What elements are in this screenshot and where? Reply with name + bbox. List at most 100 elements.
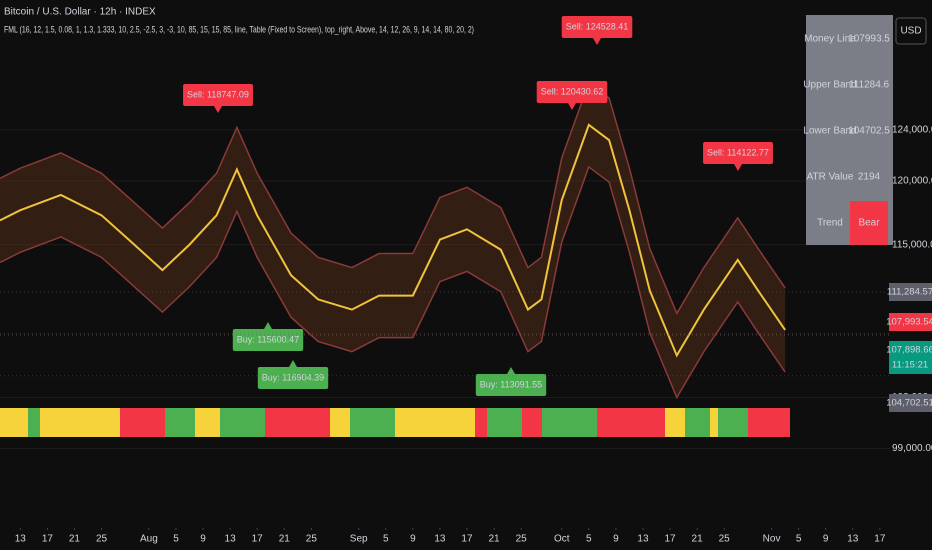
buy-signal-box	[232, 329, 304, 351]
x-tick-label: 13	[225, 534, 237, 545]
price-label-box	[889, 313, 932, 331]
currency-button[interactable]	[895, 17, 927, 45]
sell-signal-box	[703, 142, 773, 164]
price-label-box	[889, 341, 932, 374]
signal-label: Buy: 115600.47	[237, 334, 299, 344]
x-tick-label: 9	[200, 534, 206, 545]
countdown: 11:15:21	[892, 360, 928, 371]
table-cell: 107993.5	[848, 34, 890, 45]
x-tick-label: 9	[823, 534, 829, 545]
table-cell: ATR Value	[807, 172, 854, 183]
trend-strip-segment	[40, 408, 120, 437]
buy-signal-box	[475, 374, 547, 396]
trend-strip-segment	[597, 408, 665, 437]
trend-strip-segment	[220, 408, 265, 437]
x-tick-label: 5	[586, 534, 592, 545]
signal-pointer	[289, 360, 297, 367]
trend-strip-segment	[522, 408, 542, 437]
y-tick-label: 120,000.00	[892, 176, 932, 187]
signal-pointer	[264, 322, 272, 329]
signal-label: Buy: 113091.55	[480, 379, 542, 389]
currency-label: USD	[900, 26, 921, 37]
x-tick-label: Nov	[763, 534, 781, 545]
sell-signal-box	[561, 16, 633, 38]
x-tick-label: Oct	[554, 534, 570, 545]
trend-strip-segment	[28, 408, 40, 437]
table-cell: Bear	[858, 218, 880, 229]
x-tick-label: 21	[489, 534, 501, 545]
signal-pointer	[568, 103, 576, 110]
table-cell: 111284.6	[849, 80, 890, 91]
signal-label: Sell: 118747.09	[187, 89, 249, 99]
sell-signal-box	[183, 84, 253, 106]
trend-strip-segment	[165, 408, 195, 437]
trend-cell	[850, 201, 888, 245]
x-tick-label: 25	[516, 534, 528, 545]
trend-strip-segment	[665, 408, 685, 437]
x-tick-label: 9	[410, 534, 416, 545]
signal-pointer	[507, 367, 515, 374]
indicator-legend: FML (16, 12, 1.5, 0.08, 1, 1.3, 1.333, 1…	[4, 25, 474, 36]
signal-label: Sell: 114122.77	[707, 147, 769, 157]
signal-pointer	[214, 106, 222, 113]
x-tick-label: 21	[279, 534, 291, 545]
x-tick-label: 21	[692, 534, 704, 545]
x-tick-label: 5	[383, 534, 389, 545]
trend-strip-segment	[330, 408, 350, 437]
signal-pointer	[593, 38, 601, 45]
x-tick-label: Aug	[140, 534, 158, 545]
signal-pointer	[734, 164, 742, 171]
chart-title: Bitcoin / U.S. Dollar · 12h · INDEX	[4, 7, 156, 18]
x-tick-label: 5	[796, 534, 802, 545]
band-line	[0, 165, 786, 400]
table-cell: Upper Band	[803, 80, 856, 91]
trend-strip-segment	[718, 408, 748, 437]
x-tick-label: 5	[173, 534, 179, 545]
price-label: 104,702.51	[886, 398, 932, 409]
x-tick-label: 17	[664, 534, 676, 545]
signal-label: Buy: 116904.39	[262, 372, 324, 382]
x-tick-label: 13	[847, 534, 859, 545]
price-label: 107,993.54	[886, 317, 932, 328]
y-tick-label: 99,000.00	[892, 443, 932, 454]
x-tick-label: 17	[461, 534, 473, 545]
trend-strip-segment	[0, 408, 28, 437]
price-axis	[888, 0, 932, 550]
price-label-box	[889, 283, 932, 301]
y-tick-label: 115,000.00	[892, 239, 932, 250]
trend-strip-segment	[265, 408, 330, 437]
price-label: 111,284.57	[887, 287, 932, 298]
band-line	[0, 81, 786, 316]
x-tick-label: 13	[15, 534, 27, 545]
trend-strip-segment	[685, 408, 710, 437]
signal-label: Sell: 124528.41	[566, 21, 629, 31]
x-tick-label: Sep	[350, 534, 368, 545]
price-label: 107,898.66	[886, 345, 932, 356]
trend-strip-segment	[350, 408, 395, 437]
x-tick-label: 25	[306, 534, 318, 545]
x-tick-label: 21	[69, 534, 81, 545]
y-tick-label: 124,000.00	[892, 125, 932, 136]
trend-strip-segment	[487, 408, 522, 437]
table-cell: Money Line	[804, 34, 856, 45]
band-fill	[0, 82, 786, 398]
signal-label: Sell: 120430.62	[541, 86, 604, 96]
x-tick-label: 13	[434, 534, 446, 545]
x-tick-label: 13	[637, 534, 649, 545]
trend-strip-segment	[475, 408, 487, 437]
table-cell: Trend	[817, 218, 843, 229]
trend-strip-segment	[195, 408, 220, 437]
trend-strip-segment	[710, 408, 718, 437]
trend-strip-segment	[120, 408, 165, 437]
x-tick-label: 17	[42, 534, 54, 545]
x-tick-label: 9	[613, 534, 619, 545]
trend-strip-segment	[748, 408, 790, 437]
trend-strip-segment	[395, 408, 475, 437]
price-label-box	[889, 394, 932, 412]
x-tick-label: 25	[719, 534, 731, 545]
table-cell: 104702.5	[848, 126, 890, 137]
table-cell: 2194	[858, 172, 881, 183]
trend-strip-segment	[542, 408, 597, 437]
x-tick-label: 25	[96, 534, 108, 545]
